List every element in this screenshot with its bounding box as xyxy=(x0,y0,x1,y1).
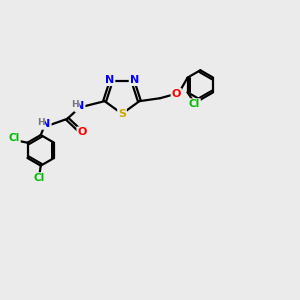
Text: S: S xyxy=(118,109,126,119)
Text: Cl: Cl xyxy=(9,133,20,143)
Text: N: N xyxy=(75,101,85,112)
Text: Cl: Cl xyxy=(34,173,45,183)
Text: N: N xyxy=(41,119,51,129)
Text: Cl: Cl xyxy=(189,99,200,109)
Text: H: H xyxy=(37,118,45,127)
Text: N: N xyxy=(105,75,115,85)
Text: H: H xyxy=(71,100,79,109)
Text: O: O xyxy=(77,128,87,137)
Text: N: N xyxy=(130,75,139,85)
Text: O: O xyxy=(172,89,181,99)
